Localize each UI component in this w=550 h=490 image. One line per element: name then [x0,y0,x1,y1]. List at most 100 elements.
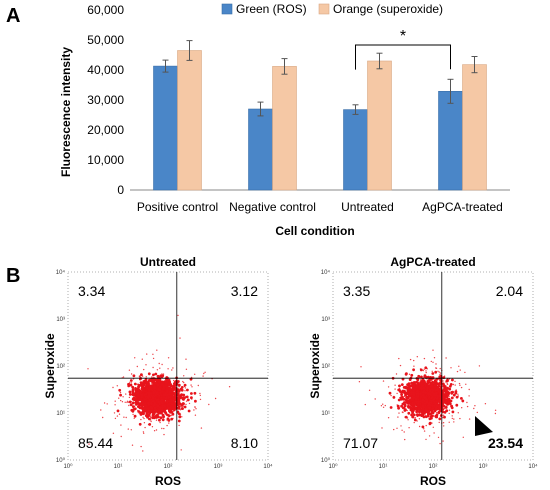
scatter-point [150,417,152,419]
scatter-point [169,398,173,401]
scatter-point [147,391,151,395]
scatter-point [473,407,475,410]
scatter-point [450,367,452,369]
scatter-point [183,405,187,409]
scatter-point [432,397,434,399]
scatter-point [155,419,158,421]
x-tick-label: 10¹ [114,464,123,470]
scatter-point [155,408,157,410]
scatter-point [130,382,133,384]
scatter-point [154,398,156,400]
scatter-point [120,435,122,438]
scatter-point [143,397,145,399]
scatter-point [382,403,384,405]
scatter-point [439,385,443,388]
scatter-point [133,382,137,386]
scatter-point [410,373,414,377]
scatter-point [171,406,175,410]
scatter-point [132,413,134,416]
scatter-point [445,407,447,409]
scatter-point [427,397,429,400]
scatter-point [404,438,406,441]
scatter-point [416,399,418,402]
scatter-point [400,425,402,427]
scatter-point [139,376,141,378]
scatter-point [392,396,396,399]
scatter-point [444,399,446,401]
scatter-point [150,420,152,423]
scatter-point [406,387,408,390]
scatter-point [407,405,410,409]
scatter-point [214,397,217,400]
x-axis-title: ROS [420,474,446,488]
scatter-point [138,412,140,414]
scatter-point [407,392,409,395]
scatter-point [428,435,431,437]
scatter-point [420,375,423,379]
scatter-point [425,370,427,372]
scatter-point [141,375,144,377]
scatter-point [468,418,471,420]
scatter-point [452,379,454,381]
scatter-point [119,391,122,394]
scatter-point [177,393,179,395]
scatter-point [426,368,428,370]
legend: Green (ROS) Orange (superoxide) [221,2,443,16]
scatter-point [404,408,407,411]
scatter-point [180,449,182,451]
scatter-point [199,394,201,397]
scatter-point [171,392,174,394]
scatter-point [143,368,145,371]
scatter-point [439,372,442,374]
scatter-point [416,408,418,411]
scatter-point [417,404,419,406]
scatter-point [129,403,133,407]
scatter-point [204,371,206,373]
scatter-point [143,417,145,420]
scatter-point [156,400,158,402]
scatter-point [143,389,145,391]
scatter-point [147,401,151,405]
scatter-point [435,388,439,392]
scatter-point [451,415,453,417]
scatter-point [412,408,415,412]
scatter-point [360,366,362,368]
scatter-point [428,384,431,386]
scatter-point [454,380,456,383]
scatter-point [445,381,447,383]
scatter-point [188,402,191,405]
scatter-point [442,389,445,393]
scatter-point [139,381,143,384]
scatter-point [166,399,169,403]
scatter-point [179,414,182,416]
scatter-point [434,370,438,374]
scatter-point [153,386,157,390]
scatter-point [136,400,138,402]
scatter-point [441,395,445,399]
scatter-point [435,363,437,365]
scatter-point [167,392,169,394]
y-axis-title: Superoxide [43,333,57,399]
scatter-point [417,407,421,411]
scatter-point [414,417,417,419]
scatter-point [438,407,441,411]
scatter-point [434,402,438,406]
scatter-point [146,387,148,389]
x-tick-label: 10² [164,464,173,470]
y-tick-label: 10² [321,364,330,370]
scatter-point [194,399,197,403]
scatter-point [427,402,431,406]
scatter-point [158,385,162,389]
scatter-point [146,401,148,403]
scatter-point [155,429,158,431]
scatter-point [134,387,137,390]
scatter-point [134,389,136,391]
scatter-point [156,369,159,371]
scatter-point [400,383,404,386]
scatter-point [183,397,185,400]
scatter-point [158,362,160,365]
scatter-point [140,402,142,404]
scatter-point [465,383,467,385]
scatter-point [136,393,140,397]
